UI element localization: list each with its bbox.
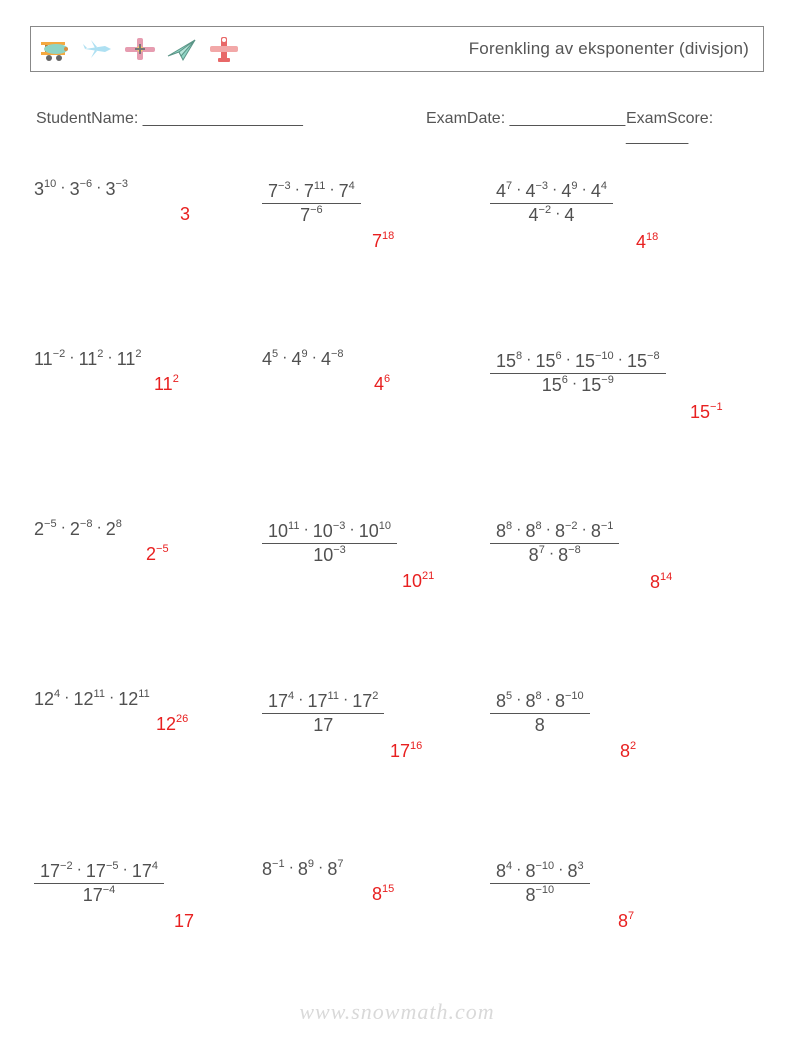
expression: 85·88·8−108 — [490, 690, 590, 736]
expression: 84·8−10·838−10 — [490, 860, 590, 906]
expression: 11−2·112·112 — [34, 350, 142, 369]
answer: 718 — [372, 232, 394, 250]
problem: 174·1711·17217 1716 — [262, 690, 482, 860]
problem: 124·1211·1211 1226 — [34, 690, 254, 860]
answer: 17 — [174, 912, 194, 930]
paper-plane-icon — [165, 34, 199, 64]
expression: 1011·10−3·101010−3 — [262, 520, 397, 566]
biplane-icon — [39, 34, 73, 64]
expression: 2−5·2−8·28 — [34, 520, 122, 539]
expression: 47·4−3·49·444−2·4 — [490, 180, 613, 227]
problem: 45·49·4−8 46 — [262, 350, 482, 520]
expression: 88·88·8−2·8−187·8−8 — [490, 520, 619, 567]
problem: 11−2·112·112 112 — [34, 350, 254, 520]
exam-date-label: ExamDate: _____________ — [426, 110, 626, 146]
student-name-label: StudentName: __________________ — [36, 110, 426, 146]
expression: 45·49·4−8 — [262, 350, 344, 369]
answer: 1021 — [402, 572, 434, 590]
exam-score-label: ExamScore: _______ — [626, 110, 764, 146]
problem: 47·4−3·49·444−2·4 418 — [490, 180, 770, 350]
answer: 46 — [374, 375, 390, 393]
answer: 2−5 — [146, 545, 169, 563]
problem: 85·88·8−108 82 — [490, 690, 770, 860]
meta-row: StudentName: __________________ ExamDate… — [30, 110, 764, 146]
title-bar: Forenkling av eksponenter (divisjon) — [30, 26, 764, 72]
answer: 87 — [618, 912, 634, 930]
watermark: www.snowmath.com — [0, 999, 794, 1025]
expression: 17−2·17−5·17417−4 — [34, 860, 164, 906]
answer: 1716 — [390, 742, 422, 760]
expression: 8−1·89·87 — [262, 860, 344, 879]
problem: 7−3·711·747−6 718 — [262, 180, 482, 350]
answer: 82 — [620, 742, 636, 760]
answer: 1226 — [156, 715, 188, 733]
expression: 158·156·15−10·15−8156·15−9 — [490, 350, 666, 397]
answer: 3 — [180, 205, 190, 223]
problems-grid: 310·3−6·3−3 3 7−3·711·747−6 718 47·4−3·49·44… — [30, 180, 764, 1030]
jet-icon — [81, 34, 115, 64]
problem: 1011·10−3·101010−3 1021 — [262, 520, 482, 690]
prop-plane-icon — [123, 34, 157, 64]
answer: 112 — [154, 375, 179, 393]
plane-icons — [39, 34, 241, 64]
expression: 7−3·711·747−6 — [262, 180, 361, 226]
answer: 814 — [650, 573, 672, 591]
problem: 88·88·8−2·8−187·8−8 814 — [490, 520, 770, 690]
expression: 174·1711·17217 — [262, 690, 384, 736]
toy-plane-icon — [207, 34, 241, 64]
problem: 2−5·2−8·28 2−5 — [34, 520, 254, 690]
expression: 310·3−6·3−3 — [34, 180, 128, 199]
answer: 418 — [636, 233, 658, 251]
problem: 158·156·15−10·15−8156·15−9 15−1 — [490, 350, 770, 520]
answer: 15−1 — [690, 403, 723, 421]
expression: 124·1211·1211 — [34, 690, 150, 709]
problem: 310·3−6·3−3 3 — [34, 180, 254, 350]
worksheet-title: Forenkling av eksponenter (divisjon) — [469, 39, 749, 59]
answer: 815 — [372, 885, 394, 903]
